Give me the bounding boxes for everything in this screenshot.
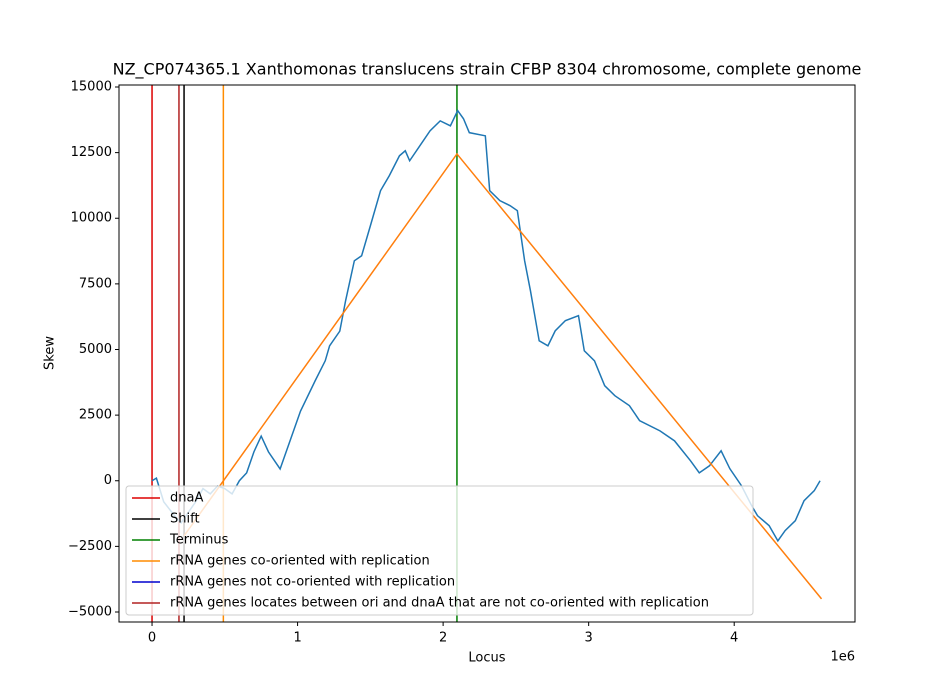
x-axis-label: Locus xyxy=(468,651,505,666)
legend-label: rRNA genes not co-oriented with replicat… xyxy=(170,575,455,590)
y-tick-label: 2500 xyxy=(79,408,112,423)
y-tick-label: 7500 xyxy=(79,276,112,291)
y-tick-label: 12500 xyxy=(71,145,112,160)
legend-label: dnaA xyxy=(170,491,203,506)
x-tick-label: 3 xyxy=(585,631,593,646)
legend-label: rRNA genes co-oriented with replication xyxy=(170,554,430,569)
legend-box xyxy=(125,485,754,616)
x-tick-label: 0 xyxy=(148,631,156,646)
y-axis-label: Skew xyxy=(43,336,58,370)
x-tick-label: 1 xyxy=(293,631,301,646)
x-tick-label: 2 xyxy=(439,631,447,646)
y-tick-label: −5000 xyxy=(68,604,112,619)
y-tick-label: 10000 xyxy=(71,211,112,226)
y-tick-label: −2500 xyxy=(68,539,112,554)
legend-label: Terminus xyxy=(169,533,229,548)
plot-frame xyxy=(118,84,856,623)
legend-label: Shift xyxy=(170,512,200,527)
x-tick-label: 4 xyxy=(730,631,738,646)
y-tick-label: 15000 xyxy=(71,79,112,94)
series-line xyxy=(151,109,821,543)
x-offset-label: 1e6 xyxy=(830,650,855,665)
y-tick-label: 5000 xyxy=(79,342,112,357)
chart-title: NZ_CP074365.1 Xanthomonas translucens st… xyxy=(113,60,862,80)
y-tick-label: 0 xyxy=(104,473,112,488)
series-line xyxy=(183,152,823,600)
legend-label: rRNA genes locates between ori and dnaA … xyxy=(170,596,709,611)
